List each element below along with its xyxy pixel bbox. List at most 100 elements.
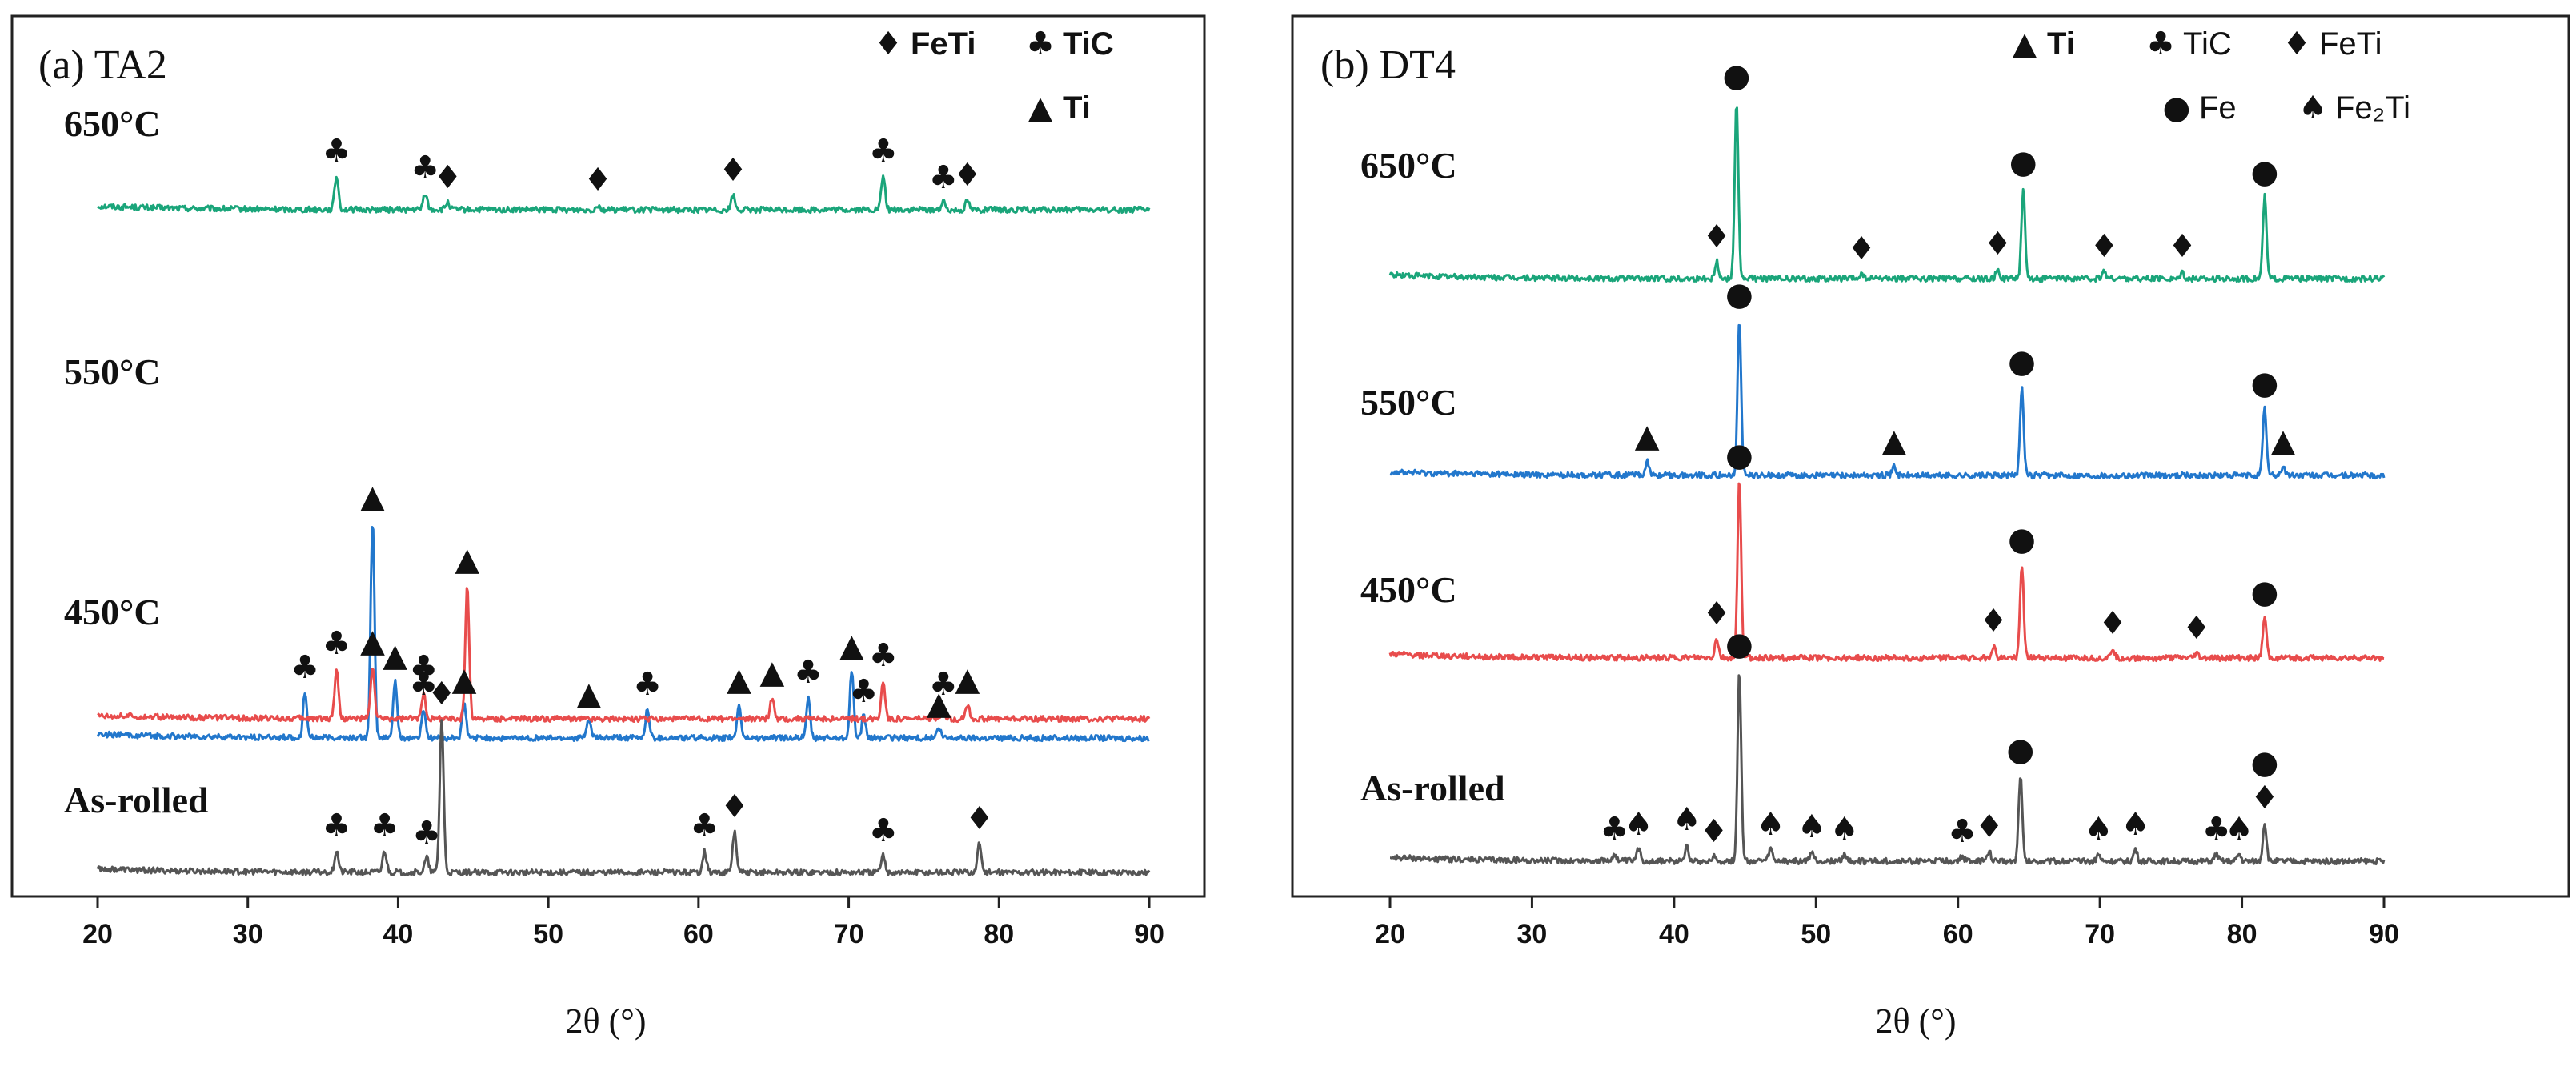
phase-marker: ♣ <box>849 673 878 710</box>
phase-marker: ♣ <box>929 666 958 703</box>
legend-symbol: ♦ <box>2282 26 2311 62</box>
phase-marker: ● <box>2251 574 2279 611</box>
panel-a-title: (a) TA2 <box>38 42 167 88</box>
phase-marker: ● <box>1725 437 1753 474</box>
series-trace <box>96 174 1151 215</box>
phase-marker: ▲ <box>383 637 407 674</box>
phase-marker: ♦ <box>427 676 456 712</box>
series-trace <box>96 719 1151 877</box>
panel-b-traces <box>1388 106 2386 866</box>
phase-marker: ♣ <box>633 666 662 703</box>
x-tick-label: 50 <box>1801 919 1831 949</box>
x-tick-label: 40 <box>1659 919 1689 949</box>
series-trace <box>1388 482 2385 663</box>
phase-marker: ▲ <box>452 661 477 698</box>
series-label: 450°C <box>64 592 161 632</box>
x-tick-label: 60 <box>683 919 714 949</box>
phase-marker: ▲ <box>955 661 980 698</box>
phase-marker: ♣ <box>869 637 898 674</box>
series-trace <box>1389 323 2386 480</box>
panel-b-x-axis: 20 30 40 50 60 70 80 90 <box>1375 896 2399 949</box>
phase-marker: ▲ <box>759 654 784 691</box>
series-trace <box>1389 674 2386 866</box>
legend-text: TiC <box>1063 26 1114 62</box>
panel-b: (b) DT4 ▲ Ti ♣ TiC ♦ FeTi● Fe ♠ Fe₂Ti ♦●♦ ♦●♦ ♦●▲●… <box>1291 14 2570 1041</box>
legend-text: TiC <box>2183 26 2232 62</box>
phase-marker: ♠ <box>1797 808 1826 845</box>
phase-marker: ♣ <box>869 133 898 170</box>
x-tick-label: 50 <box>533 919 563 949</box>
phase-marker: ▲ <box>727 661 751 698</box>
phase-marker: ▲ <box>576 676 601 712</box>
phase-marker: ▲ <box>360 623 385 660</box>
x-tick-label: 30 <box>233 919 263 949</box>
x-tick-label: 20 <box>1375 919 1405 949</box>
phase-marker: ♣ <box>290 649 319 686</box>
phase-marker: ▲ <box>927 685 951 722</box>
phase-marker: ♦ <box>583 162 612 199</box>
legend-symbol: ● <box>2163 90 2191 126</box>
series-label: 550°C <box>64 351 161 392</box>
x-tick-label: 20 <box>82 919 113 949</box>
phase-marker: ♠ <box>1757 806 1785 843</box>
phase-marker: ♦ <box>2098 605 2127 642</box>
phase-marker: ♣ <box>412 815 441 852</box>
panel-a-frame <box>10 14 1206 898</box>
x-tick-label: 80 <box>984 919 1014 949</box>
panel-a-traces <box>96 174 1151 877</box>
phase-marker: ● <box>2006 732 2034 768</box>
phase-marker: ● <box>1725 276 1753 313</box>
phase-marker: ▲ <box>360 479 385 515</box>
x-tick-label: 70 <box>2085 919 2115 949</box>
phase-marker: ♦ <box>1700 813 1729 850</box>
x-tick-label: 90 <box>2369 919 2399 949</box>
phase-marker: ▲ <box>2271 423 2296 459</box>
phase-marker: ♦ <box>2090 228 2119 265</box>
phase-marker: ♦ <box>1975 808 2004 845</box>
x-tick-label: 30 <box>1517 919 1548 949</box>
panel-b-title: (b) DT4 <box>1320 42 1456 88</box>
phase-marker: ● <box>2008 343 2036 380</box>
phase-marker: ♦ <box>2250 780 2279 816</box>
legend-symbol: ♣ <box>2146 26 2175 62</box>
x-tick-label: 90 <box>1134 919 1164 949</box>
series-trace <box>96 526 1150 743</box>
x-tick-label: 40 <box>383 919 414 949</box>
phase-marker: ♣ <box>323 625 351 662</box>
series-label: 650°C <box>64 103 161 144</box>
phase-marker: ● <box>1725 626 1753 663</box>
phase-marker: ♣ <box>929 159 958 196</box>
legend-text: Ti <box>1063 90 1091 126</box>
phase-marker: ♠ <box>1830 811 1859 848</box>
phase-marker: ♣ <box>690 808 719 844</box>
panel-a: (a) TA2 ♦ FeTi ♣ TiC▲ Ti ♣ ♣♦ ♦ ♦♣♣♦♣▲▲♣ ▲ ▲ ♣ ▲ ♣▲♣… <box>10 14 1206 1041</box>
legend-symbol: ♠ <box>2298 90 2327 126</box>
phase-marker: ♦ <box>1983 226 2012 263</box>
phase-marker: ● <box>2251 744 2279 781</box>
phase-marker: ♠ <box>2225 811 2253 848</box>
legend-text: Fe <box>2199 90 2237 126</box>
legend-text: FeTi <box>911 26 976 62</box>
panel-a-x-axis: 20 30 40 50 60 70 80 90 <box>82 896 1164 949</box>
phase-marker: ♣ <box>1948 813 1977 850</box>
x-tick-label: 60 <box>1943 919 1973 949</box>
phase-marker: ● <box>2009 144 2037 181</box>
phase-marker: ♠ <box>2121 806 2150 843</box>
phase-marker: ♦ <box>1847 231 1876 267</box>
panel-b-xlabel: 2θ (°) <box>1876 1001 1957 1041</box>
phase-marker: ♦ <box>1702 219 1731 255</box>
phase-marker: ♣ <box>323 808 351 844</box>
legend-text: FeTi <box>2319 26 2382 62</box>
phase-marker: ♦ <box>953 157 982 194</box>
x-tick-label: 80 <box>2227 919 2258 949</box>
phase-marker: ♦ <box>2168 228 2197 265</box>
phase-marker: ▲ <box>839 628 864 664</box>
phase-marker: ♦ <box>433 159 462 196</box>
series-label: As-rolled <box>1360 768 1505 808</box>
phase-marker: ♦ <box>2182 610 2211 647</box>
phase-marker: ♠ <box>2084 811 2113 848</box>
phase-marker: ♠ <box>1625 806 1653 843</box>
phase-marker: ♠ <box>1673 801 1701 838</box>
panel-a-legend: ♦ FeTi ♣ TiC ▲ Ti <box>874 26 1114 126</box>
legend-symbol: ♦ <box>874 26 903 62</box>
